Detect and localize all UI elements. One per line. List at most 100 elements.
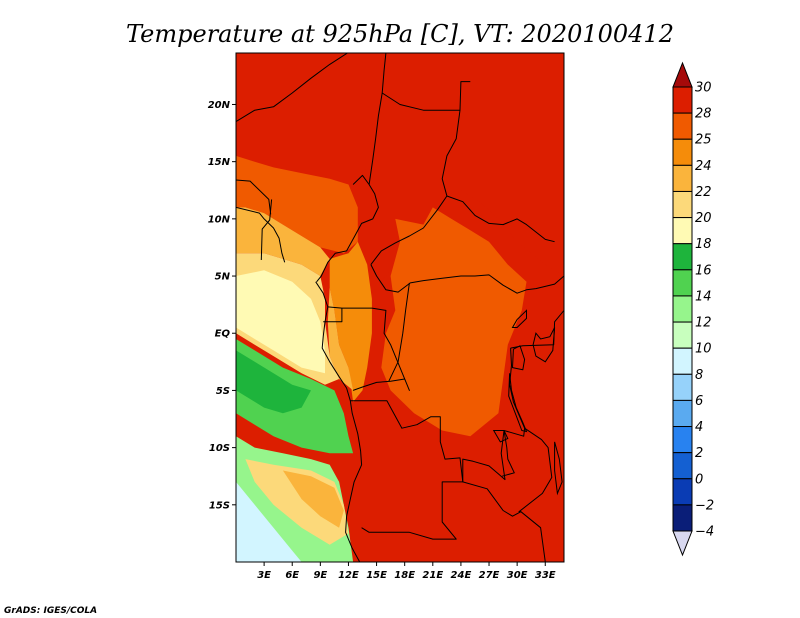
border-line [368,53,387,185]
temp-region-light-orange-gabon [327,287,354,391]
colorbar-swatch [672,399,693,428]
y-tick-label: 10N [208,214,231,225]
colorbar-swatch [672,373,693,401]
border-line [315,281,363,562]
border-line [350,400,464,540]
temp-region-orange-west-coast [329,241,372,402]
colorbar-swatch [672,321,693,349]
y-tick-label: EQ [215,329,231,340]
y-tick-label: 5N [215,272,231,283]
colorbar-label: 8 [695,368,703,383]
colorbar-label: 16 [695,263,712,278]
colorbar-swatch [672,295,693,323]
colorbar-label: 10 [695,342,712,357]
colorbar-label: 2 [695,446,703,461]
y-tick-label: 5S [216,386,230,397]
colorbar-swatch [672,426,693,454]
temp-region-pale-sea [236,270,325,374]
y-tick-label: 10S [209,443,230,454]
x-tick-label: 21E [422,570,443,581]
x-tick-label: 27E [479,570,500,581]
colorbar-label: 0 [695,472,703,487]
colorbar-swatch [672,347,693,375]
colorbar-swatch [672,112,693,140]
temp-region-deep-green-sea [236,350,311,414]
x-tick-label: 9E [313,570,327,581]
colorbar-label: 20 [695,211,712,226]
border-line [370,110,461,265]
colorbar-label: 25 [695,133,712,148]
colorbar-swatch [672,164,693,192]
colorbar-label: 24 [695,159,712,174]
y-tick-label: 20N [208,100,231,111]
colorbar-label: 22 [695,185,712,200]
chart-title: Temperature at 925hPa [C], VT: 202010041… [126,20,674,48]
colorbar-swatch [672,138,693,166]
colorbar-swatch [672,504,693,532]
x-tick-label: 12E [338,570,359,581]
y-tick-label: 15S [209,500,230,511]
x-tick-label: 24E [451,570,472,581]
x-tick-label: 33E [535,570,556,581]
colorbar-label: −4 [695,525,714,540]
border-line [236,179,272,215]
colorbar-swatch [672,269,693,297]
border-line [381,81,471,111]
lake-outline [554,441,563,496]
lake-outlines [492,309,563,496]
colorbar-bottom-arrow [672,530,693,557]
x-tick-label: 18E [394,570,415,581]
colorbar-swatch [672,243,693,271]
colorbar-swatch [672,478,693,506]
colorbar-label: 12 [695,316,712,331]
colorbar-swatch [672,86,693,114]
border-line [327,306,410,391]
temp-region-warm-north-west [236,53,377,179]
temp-region-light-orange-west [236,207,330,276]
temp-region-orange-south-coast [282,470,344,528]
temp-region-cyan-south [236,481,302,562]
border-line [236,53,348,123]
border-line [236,206,286,263]
colorbar-label: 18 [695,237,712,252]
grads-credit: GrADS: IGES/COLA [4,606,97,616]
map-panel [235,52,565,563]
border-line [501,430,515,477]
border-line [446,195,555,243]
colorbar-label: −2 [695,498,714,513]
colorbar-top-arrow [672,61,693,88]
x-tick-label: 30E [507,570,528,581]
colorbar-swatch [672,190,693,219]
temperature-field [236,53,564,562]
x-tick-label: 15E [366,570,387,581]
lake-outline [492,430,509,443]
lake-outline [508,373,528,433]
y-tick-label: 15N [208,157,231,168]
lake-outline [532,327,556,363]
latitude-ticks: 20N 15N 10N 5N EQ 5S 10S 15S [208,100,236,511]
colorbar-label: 28 [695,107,712,122]
border-line [462,348,546,562]
colorbar-label: 30 [695,81,712,96]
border-line [260,199,273,261]
temp-region-pale-yellow-south [245,459,349,545]
x-tick-label: 3E [257,570,271,581]
border-line [518,427,553,513]
border-line [512,345,526,371]
x-tick-label: 6E [285,570,299,581]
map-frame [235,52,565,563]
temp-region-orange-north-west [236,155,358,254]
colorbar-label: 6 [695,394,703,409]
colorbar-swatch [672,217,693,245]
longitude-ticks: 3E 6E 9E 12E 15E 18E 21E 24E 27E 30E 33E [257,562,556,581]
border-line [323,308,343,323]
border-line [370,264,564,294]
temp-region-orange-central [381,207,527,437]
lake-outline [511,309,527,328]
colorbar-label: 14 [695,289,712,304]
border-line [388,282,410,382]
colorbar-swatch [672,452,693,480]
colorbar-label: 4 [695,420,703,435]
